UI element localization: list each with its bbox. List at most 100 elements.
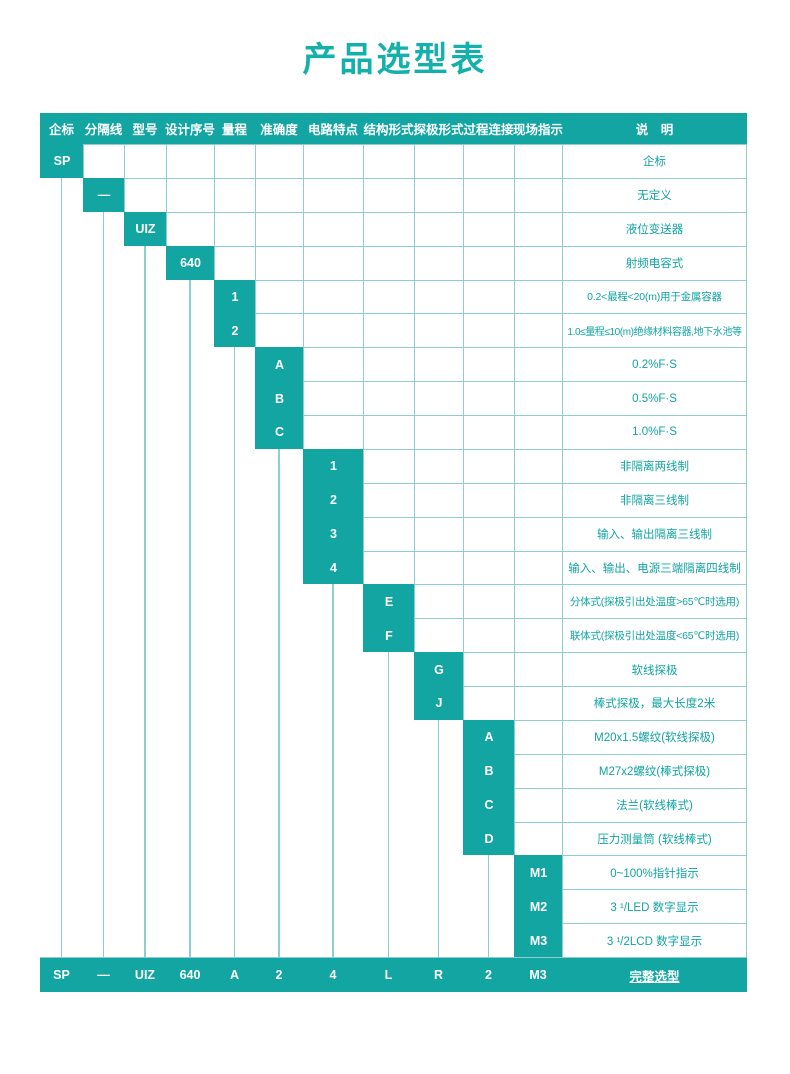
- column-leader-line: [387, 787, 390, 822]
- table-row: J 棒式探极，最大长度2米: [40, 686, 747, 720]
- column-leader-line: [60, 923, 63, 957]
- column-leader-line: [102, 719, 105, 754]
- table-row: 2 1.0≤量程≤10(m)绝缘材料容器,地下水池等: [40, 313, 747, 348]
- column-header-4: 设计序号: [165, 123, 216, 137]
- empty-cell: [414, 516, 463, 551]
- column-leader-line: [102, 211, 105, 246]
- empty-cell: [463, 482, 514, 517]
- footer-value-text: 2: [275, 968, 283, 982]
- column-leader-line: [387, 686, 390, 720]
- description-cell: 压力测量筒 (软线棒式): [562, 821, 747, 856]
- column-leader-line: [144, 821, 146, 856]
- empty-cell: [363, 279, 414, 314]
- empty-cell: [514, 279, 562, 314]
- description-cell: 0~100%指针指示: [562, 855, 747, 890]
- empty-cell: [414, 279, 463, 314]
- column-leader-line: [60, 313, 63, 348]
- table-row: M1 0~100%指针指示: [40, 855, 747, 890]
- empty-cell: [514, 686, 562, 720]
- column-leader-line: [144, 618, 146, 653]
- column-leader-line: [437, 821, 440, 856]
- column-leader-line: [144, 652, 146, 686]
- description-cell: 射频电容式: [562, 245, 747, 280]
- column-leader-line: [144, 584, 146, 619]
- code-cell: —: [83, 177, 124, 212]
- code-cell: 2: [214, 313, 255, 348]
- column-leader-line: [278, 652, 280, 686]
- code-cell: 4: [303, 550, 363, 585]
- code-cell: 1: [303, 448, 363, 483]
- column-leader-line: [60, 719, 63, 754]
- code-cell: A: [255, 347, 303, 382]
- code-cell: 2: [303, 482, 363, 517]
- column-leader-line: [102, 618, 105, 653]
- column-leader-line: [487, 855, 490, 890]
- column-leader-line: [60, 415, 63, 449]
- description-cell: 3 ¹/2LCD 数字显示: [562, 923, 747, 957]
- empty-cell: [303, 245, 363, 280]
- column-leader-line: [437, 719, 440, 754]
- empty-cell: [414, 415, 463, 449]
- column-leader-line: [189, 753, 191, 788]
- footer-value-2: —: [83, 958, 124, 992]
- footer-value-text: L: [384, 968, 393, 982]
- empty-cell: [414, 550, 463, 585]
- column-leader-line: [387, 923, 390, 957]
- column-leader-line: [144, 923, 146, 957]
- column-leader-line: [189, 618, 191, 653]
- empty-cell: [363, 211, 414, 246]
- column-leader-line: [144, 686, 146, 720]
- column-leader-line: [332, 652, 334, 686]
- table-header-row: 企标 分隔线 型号 设计序号 量程 准确度 电路特点 结构形式 探极形式 过程连接 现场指示 说 明: [40, 113, 747, 144]
- column-leader-line: [278, 618, 280, 653]
- column-leader-line: [189, 889, 191, 924]
- empty-cell: [414, 211, 463, 246]
- empty-cell: [514, 245, 562, 280]
- column-header-8: 结构形式: [363, 123, 414, 137]
- column-leader-line: [387, 652, 390, 686]
- code-cell: M2: [514, 889, 562, 924]
- column-leader-line: [233, 347, 236, 382]
- table-row: A 0.2%F·S: [40, 347, 747, 382]
- code-cell: G: [414, 652, 463, 686]
- column-leader-line: [189, 584, 191, 619]
- code-cell: M3: [514, 923, 562, 957]
- description-cell: 1.0%F·S: [562, 415, 747, 449]
- column-leader-line: [144, 415, 146, 449]
- empty-cell: [124, 144, 166, 178]
- column-leader-line: [437, 787, 440, 822]
- column-leader-line: [60, 889, 63, 924]
- column-leader-line: [102, 516, 105, 551]
- column-leader-line: [278, 448, 280, 483]
- table-row: 1 非隔离两线制: [40, 448, 747, 483]
- empty-cell: [414, 482, 463, 517]
- column-leader-line: [102, 652, 105, 686]
- empty-cell: [214, 211, 255, 246]
- column-leader-line: [278, 889, 280, 924]
- description-cell: 棒式探极，最大长度2米: [562, 686, 747, 720]
- code-cell: B: [255, 381, 303, 415]
- column-header-2: 分隔线: [84, 123, 123, 137]
- empty-cell: [363, 482, 414, 517]
- table-row: 4 输入、输出、电源三端隔离四线制: [40, 550, 747, 585]
- column-leader-line: [233, 584, 236, 619]
- column-leader-line: [60, 177, 63, 212]
- column-leader-line: [60, 821, 63, 856]
- column-leader-line: [189, 448, 191, 483]
- description-cell: 非隔离三线制: [562, 482, 747, 517]
- empty-cell: [414, 177, 463, 212]
- empty-cell: [514, 618, 562, 653]
- empty-cell: [303, 279, 363, 314]
- column-leader-line: [278, 516, 280, 551]
- footer-value-6: 2: [255, 958, 303, 992]
- column-leader-line: [102, 448, 105, 483]
- empty-cell: [363, 245, 414, 280]
- column-leader-line: [437, 753, 440, 788]
- table-row: C 法兰(软线棒式): [40, 787, 747, 822]
- description-cell: 0.5%F·S: [562, 381, 747, 415]
- footer-value-text: 640: [179, 968, 201, 982]
- footer-value-text: R: [433, 968, 444, 982]
- column-leader-line: [233, 482, 236, 517]
- page-title: 产品选型表: [302, 41, 488, 79]
- empty-cell: [514, 516, 562, 551]
